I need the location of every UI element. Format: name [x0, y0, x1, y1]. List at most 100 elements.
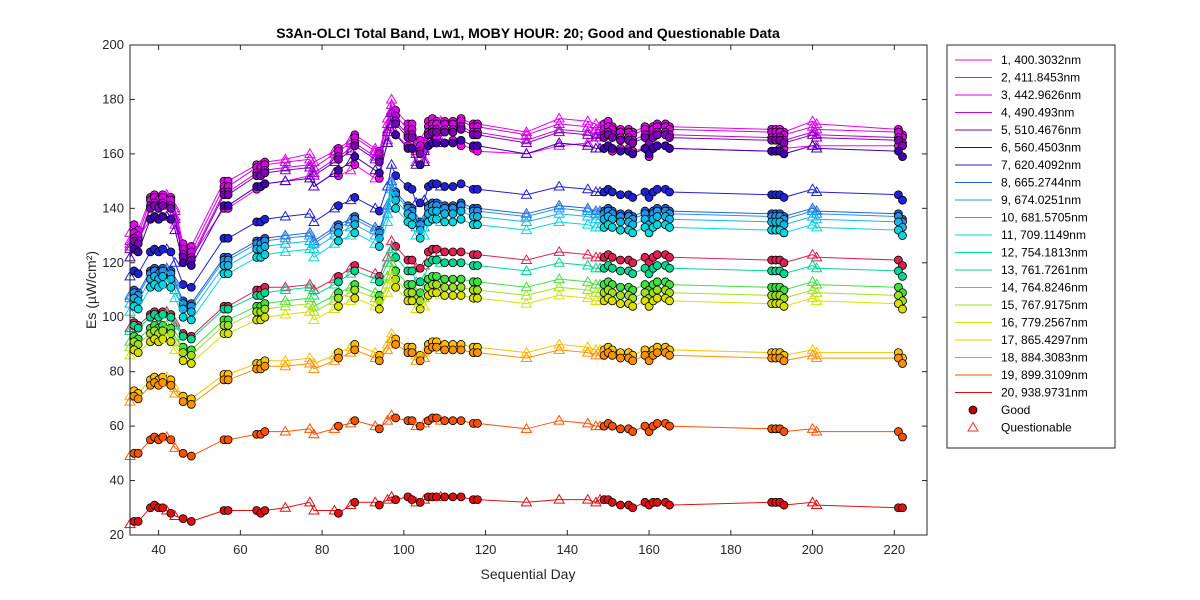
- questionable-point: [590, 496, 602, 507]
- good-point: [350, 228, 360, 238]
- good-point: [334, 165, 343, 175]
- good-point: [473, 141, 482, 151]
- legend-label: 1, 400.3032nm: [1001, 53, 1081, 67]
- questionable-point: [520, 224, 533, 235]
- questionable-point: [553, 126, 566, 137]
- good-point: [440, 138, 450, 148]
- series-11: [124, 191, 907, 325]
- questionable-point: [385, 333, 398, 343]
- legend-label: 18, 884.3083nm: [1001, 351, 1088, 365]
- good-point: [391, 413, 401, 423]
- good-point: [779, 356, 789, 366]
- questionable-point: [581, 493, 594, 504]
- good-point: [166, 282, 176, 292]
- questionable-point: [810, 262, 823, 273]
- good-point: [350, 193, 360, 202]
- good-point: [616, 266, 625, 276]
- x-tick-label: 60: [233, 542, 247, 557]
- legend-item: 9, 674.0251nm: [955, 193, 1081, 207]
- good-point: [607, 296, 617, 306]
- legend-item: 4, 490.493nm: [955, 106, 1074, 120]
- good-point: [665, 144, 674, 153]
- questionable-point: [169, 509, 181, 520]
- questionable-point: [344, 156, 357, 167]
- good-point: [186, 307, 196, 317]
- good-point: [616, 299, 625, 309]
- series-7: [124, 158, 907, 292]
- legend-label: 9, 674.0251nm: [1001, 193, 1081, 207]
- good-point: [223, 320, 233, 330]
- questionable-point: [520, 496, 533, 507]
- good-point: [260, 361, 270, 371]
- good-point: [628, 503, 638, 513]
- questionable-point: [385, 243, 398, 254]
- questionable-point: [806, 248, 819, 259]
- good-point: [456, 124, 466, 134]
- legend-item: 14, 764.8246nm: [955, 281, 1088, 295]
- good-point: [166, 214, 176, 224]
- good-point: [440, 274, 450, 284]
- questionable-point: [806, 115, 819, 126]
- good-point: [178, 312, 188, 322]
- questionable-point: [581, 417, 594, 428]
- plot-area: [130, 45, 927, 535]
- good-point: [391, 495, 401, 505]
- questionable-point: [810, 425, 823, 436]
- good-point: [665, 252, 674, 262]
- good-point: [616, 291, 625, 300]
- series-6: [124, 117, 907, 270]
- good-point: [473, 348, 482, 358]
- questionable-point: [581, 128, 594, 139]
- good-point: [456, 345, 466, 355]
- good-point: [448, 416, 458, 426]
- questionable-point: [385, 93, 398, 104]
- questionable-point: [581, 126, 594, 137]
- questionable-point: [308, 504, 320, 515]
- good-point: [898, 359, 907, 368]
- questionable-point: [303, 281, 316, 292]
- questionable-point: [279, 161, 292, 172]
- y-tick-label: 20: [110, 527, 124, 542]
- legend-label: Good: [1001, 403, 1030, 417]
- good-point: [407, 348, 417, 358]
- good-point: [628, 301, 638, 311]
- good-point: [665, 421, 674, 431]
- good-point: [456, 492, 466, 502]
- good-point: [223, 269, 233, 279]
- good-point: [374, 500, 384, 510]
- good-point: [652, 497, 662, 507]
- legend-label: 7, 620.4092nm: [1001, 158, 1081, 172]
- good-point: [133, 304, 143, 314]
- good-point: [391, 203, 401, 213]
- x-tick-label: 80: [315, 542, 329, 557]
- legend-item: Questionable: [967, 421, 1072, 435]
- good-point: [178, 258, 188, 268]
- questionable-point: [806, 139, 819, 150]
- good-point: [473, 293, 482, 303]
- questionable-point: [308, 166, 320, 177]
- good-point: [628, 193, 638, 202]
- questionable-point: [581, 292, 594, 303]
- questionable-point: [303, 305, 316, 316]
- y-tick-label: 60: [110, 418, 124, 433]
- good-point: [133, 448, 143, 458]
- questionable-point: [553, 338, 566, 349]
- x-tick-label: 120: [475, 542, 497, 557]
- good-point: [166, 203, 176, 213]
- good-point: [260, 250, 270, 260]
- questionable-point: [806, 183, 819, 194]
- good-point: [440, 127, 450, 137]
- questionable-point: [553, 180, 566, 191]
- questionable-point: [279, 501, 292, 512]
- questionable-point: [279, 164, 292, 175]
- good-point: [133, 394, 143, 404]
- x-tick-label: 40: [151, 542, 165, 557]
- questionable-point: [381, 286, 394, 297]
- questionable-point: [303, 172, 316, 183]
- legend-item: 5, 510.4676nm: [955, 123, 1081, 137]
- y-axis-title: Es (µW/cm²): [83, 251, 99, 329]
- plot-frame: [129, 44, 928, 536]
- legend-label: 14, 764.8246nm: [1001, 281, 1088, 295]
- good-point: [440, 217, 450, 227]
- questionable-point: [520, 422, 533, 433]
